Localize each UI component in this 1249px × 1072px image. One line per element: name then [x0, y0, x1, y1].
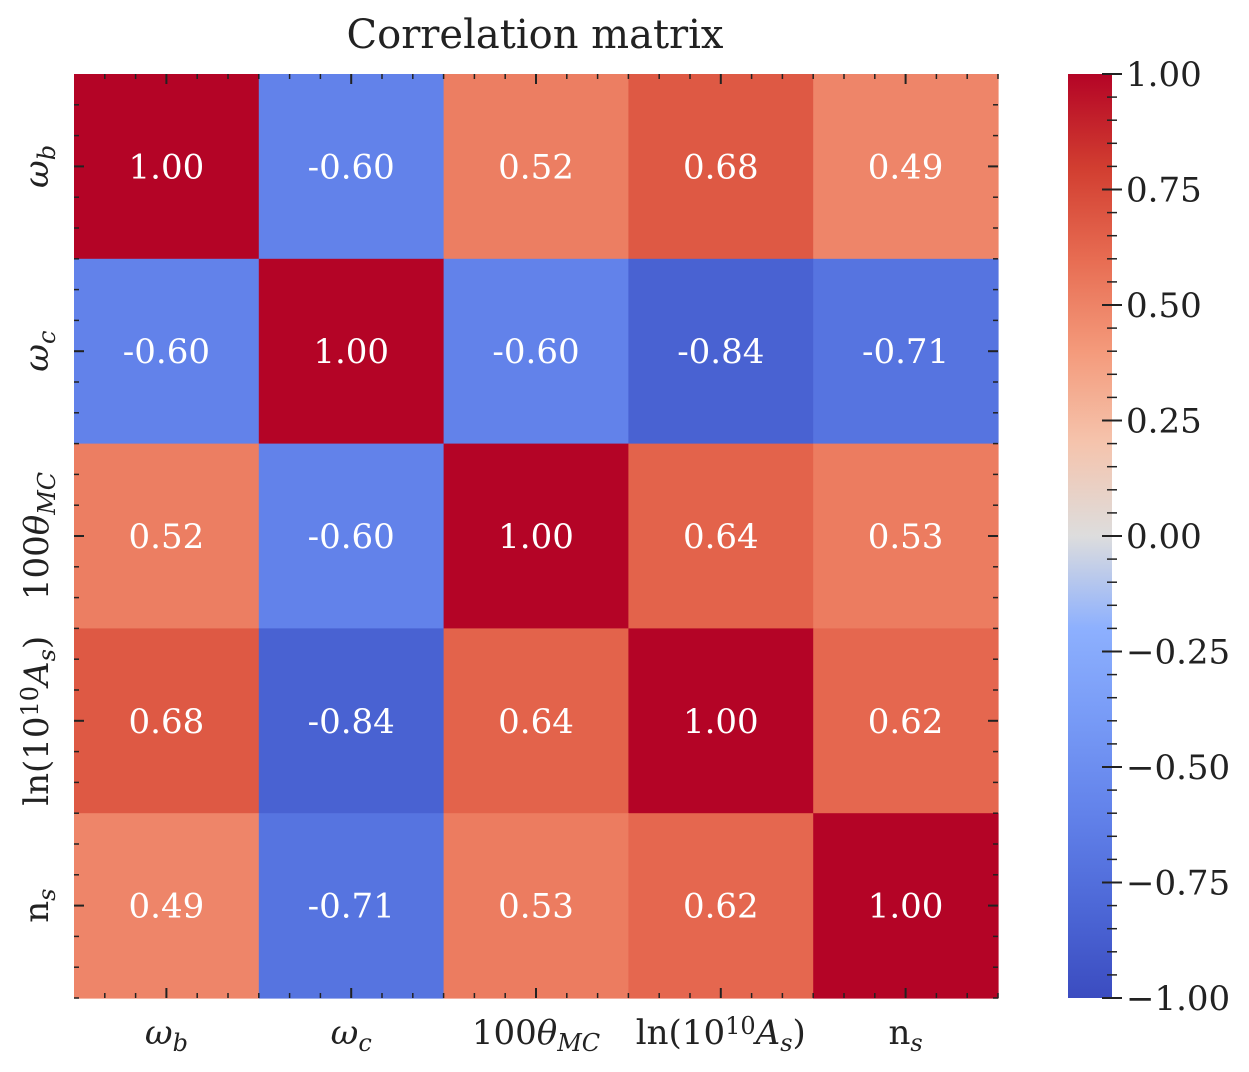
heatmap-cell-r2-c4 — [813, 443, 999, 629]
cell-value-r2-c3: 0.64 — [683, 517, 759, 557]
cell-value-r2-c0: 0.52 — [129, 517, 205, 557]
heatmap-cell-r1-c0 — [74, 258, 260, 445]
heatmap-cell-r4-c1 — [258, 813, 445, 999]
heatmap-cell-r1-c1 — [258, 258, 445, 445]
y-tick-label-1: ωc — [17, 331, 61, 372]
cell-value-r2-c4: 0.53 — [868, 517, 944, 557]
cell-value-r4-c3: 0.62 — [683, 887, 759, 927]
cell-value-r1-c0: -0.60 — [123, 332, 210, 372]
heatmap-cell-r2-c1 — [258, 443, 445, 629]
cell-value-r1-c4: -0.71 — [862, 332, 949, 372]
heatmap-cell-r3-c0 — [74, 628, 260, 814]
cell-value-r0-c2: 0.52 — [498, 147, 574, 187]
x-tick-label-1: ωc — [331, 1013, 372, 1057]
cell-value-r3-c4: 0.62 — [868, 702, 944, 742]
colorbar-tick-label-3: 0.25 — [1126, 402, 1202, 442]
cell-value-r4-c1: -0.71 — [308, 887, 395, 927]
colorbar-tick-label-6: −0.50 — [1126, 748, 1230, 788]
cell-value-r0-c3: 0.68 — [683, 147, 759, 187]
y-tick-label-4: ns — [17, 888, 61, 922]
heatmap-cell-r4-c2 — [443, 813, 629, 999]
cell-value-r2-c2: 1.00 — [498, 517, 574, 557]
heatmap-cell-r2-c2 — [443, 443, 629, 629]
heatmap-cell-r0-c2 — [443, 74, 629, 260]
cell-value-r1-c2: -0.60 — [492, 332, 579, 372]
cell-value-r0-c1: -0.60 — [308, 147, 395, 187]
cell-value-r3-c1: -0.84 — [308, 702, 395, 742]
cell-value-r1-c3: -0.84 — [677, 332, 764, 372]
cell-value-r4-c4: 1.00 — [868, 887, 944, 927]
heatmap-cell-r2-c3 — [628, 443, 814, 629]
heatmap-cell-r1-c4 — [813, 258, 999, 445]
heatmap-cell-r1-c2 — [443, 258, 629, 445]
chart-title: Correlation matrix — [347, 12, 724, 58]
colorbar-tick-label-5: −0.25 — [1126, 633, 1230, 673]
cell-value-r3-c2: 0.64 — [498, 702, 574, 742]
cell-value-r4-c2: 0.53 — [498, 887, 574, 927]
heatmap-cell-r3-c2 — [443, 628, 629, 814]
heatmap-cell-r0-c3 — [628, 74, 814, 260]
heatmap-cell-r1-c3 — [628, 258, 814, 445]
cell-value-r0-c0: 1.00 — [129, 147, 205, 187]
colorbar-tick-label-7: −0.75 — [1126, 864, 1230, 904]
y-tick-label-0: ωb — [17, 145, 61, 188]
cell-value-r1-c1: 1.00 — [313, 332, 389, 372]
colorbar-tick-label-4: 0.00 — [1126, 517, 1202, 557]
colorbar-tick-label-1: 0.75 — [1126, 171, 1202, 211]
y-tick-label-2: 100θMC — [17, 472, 61, 600]
heatmap-cell-r4-c4 — [813, 813, 999, 999]
y-axis: ωb ωc 100θMC ln(1010As) ns — [16, 104, 998, 999]
heatmap-cell-r0-c0 — [74, 74, 260, 260]
cell-value-r4-c0: 0.49 — [129, 887, 205, 927]
colorbar-tick-label-0: 1.00 — [1126, 55, 1202, 95]
cell-value-r0-c4: 0.49 — [868, 147, 944, 187]
colorbar: 1.00 0.75 0.50 0.25 0.00 −0.25 −0.50 −0.75 −1.00 — [1068, 55, 1230, 1019]
x-tick-label-0: ωb — [145, 1013, 188, 1057]
x-tick-label-2: 100θMC — [472, 1013, 600, 1057]
heatmap-cell-r4-c3 — [628, 813, 814, 999]
heatmap-cell-r0-c1 — [258, 74, 445, 260]
cell-value-r3-c3: 1.00 — [683, 702, 759, 742]
x-tick-label-3: ln(1010As) — [636, 1012, 806, 1057]
heatmap-cell-labels: 1.00 -0.60 0.52 0.68 0.49 -0.60 1.00 -0.60 -0.84… — [123, 147, 949, 926]
heatmap-cell-r2-c0 — [74, 443, 260, 629]
heatmap-cell-r3-c3 — [628, 628, 814, 814]
heatmap-cells — [74, 74, 999, 999]
heatmap-cell-r0-c4 — [813, 74, 999, 260]
x-axis: ωb ωc 100θMC ln(1010As) ns — [104, 74, 999, 1057]
heatmap-cell-r4-c0 — [74, 813, 260, 999]
y-tick-label-3: ln(1010As) — [16, 636, 61, 806]
cell-value-r2-c1: -0.60 — [308, 517, 395, 557]
cell-value-r3-c0: 0.68 — [129, 702, 205, 742]
heatmap-cell-r3-c1 — [258, 628, 445, 814]
colorbar-tick-label-8: −1.00 — [1126, 979, 1230, 1019]
heatmap-cell-r3-c4 — [813, 628, 999, 814]
colorbar-tick-label-2: 0.50 — [1126, 286, 1202, 326]
x-tick-label-4: ns — [888, 1013, 922, 1057]
